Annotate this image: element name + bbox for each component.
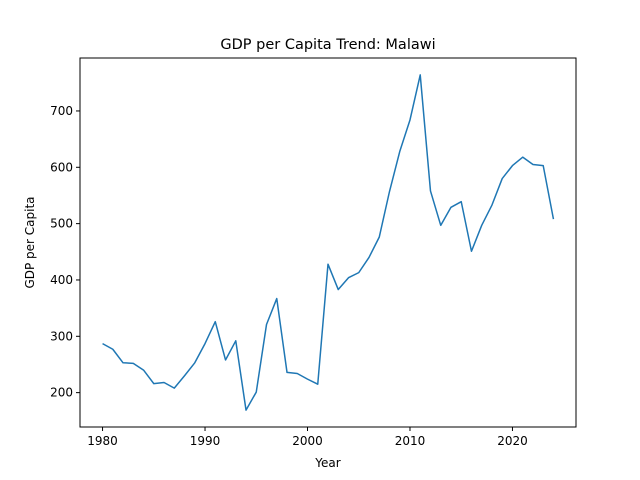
y-axis: 200 300 400 500 600 700 xyxy=(50,104,80,400)
y-tick-label: 500 xyxy=(50,217,73,231)
y-axis-label: GDP per Capita xyxy=(23,196,37,288)
axes-frame xyxy=(79,57,577,428)
plot-area xyxy=(102,74,555,411)
chart-title: GDP per Capita Trend: Malawi xyxy=(220,37,435,53)
x-tick-label: 2020 xyxy=(497,434,528,448)
x-axis: 1980 1990 2000 2010 2020 xyxy=(87,427,528,448)
series-line-0 xyxy=(102,74,555,411)
x-tick-label: 1990 xyxy=(190,434,221,448)
x-tick-label: 1980 xyxy=(87,434,118,448)
y-tick-label: 700 xyxy=(50,104,73,118)
x-axis-label: Year xyxy=(314,456,340,470)
x-tick-label: 2000 xyxy=(292,434,323,448)
y-tick-label: 600 xyxy=(50,160,73,174)
y-tick-label: 300 xyxy=(50,329,73,343)
x-tick-label: 2010 xyxy=(395,434,426,448)
y-tick-label: 200 xyxy=(50,386,73,400)
y-tick-label: 400 xyxy=(50,273,73,287)
